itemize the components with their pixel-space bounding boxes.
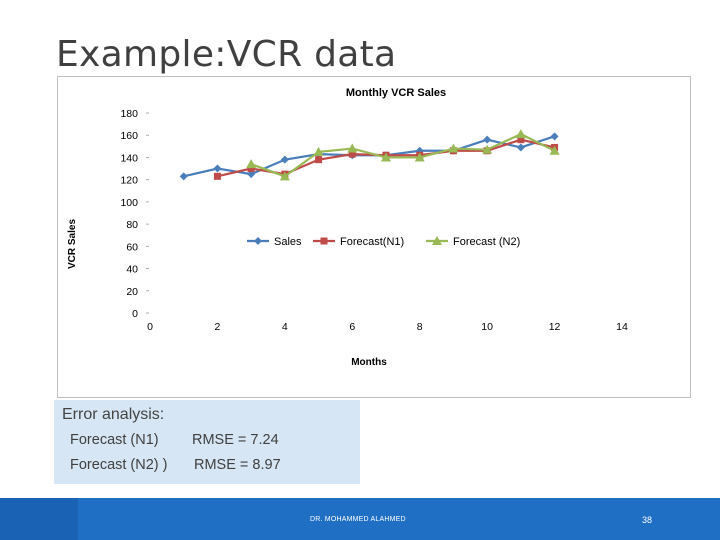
- x-tick-label: 0: [147, 321, 153, 333]
- x-tick-label: 8: [417, 321, 423, 333]
- chart-frame: [57, 76, 691, 398]
- legend: Sales Forecast(N1) Forecast (N2): [247, 236, 520, 248]
- data-point-triangle: [347, 143, 358, 153]
- data-point-diamond: [254, 237, 262, 245]
- data-point-square: [320, 237, 328, 245]
- y-tick-label: 0: [132, 308, 138, 320]
- y-tick-label: 20: [126, 286, 138, 298]
- y-tick-label: 100: [120, 197, 138, 209]
- data-point-triangle: [549, 145, 560, 155]
- y-tick-label: 160: [120, 130, 138, 142]
- data-point-square: [213, 172, 221, 180]
- data-point-triangle: [246, 159, 257, 169]
- series-3: [246, 129, 560, 181]
- data-point-square: [247, 165, 255, 173]
- data-point-diamond: [280, 155, 289, 164]
- data-point-triangle: [414, 152, 425, 162]
- data-point-triangle: [515, 129, 526, 139]
- x-axis-label: Months: [351, 357, 387, 368]
- legend-label: Sales: [274, 236, 302, 248]
- chart-title: Monthly VCR Sales: [346, 87, 446, 99]
- data-point-square: [348, 150, 356, 158]
- x-tick-label: 12: [549, 321, 561, 333]
- x-tick-label: 10: [481, 321, 493, 333]
- axes: 0 20 40 60 80 100 120 140 160 180 0 2 4 6 8 10 12 14: [120, 108, 628, 333]
- line-chart: Monthly VCR Sales VCR Sales Months 02040…: [57, 76, 691, 398]
- page-number: 38: [642, 515, 653, 525]
- data-point-square: [315, 156, 323, 164]
- legend-item: Sales: [247, 236, 302, 248]
- series-line: [250, 132, 556, 178]
- error-analysis-title: Error analysis:: [62, 406, 165, 423]
- data-point-triangle: [279, 171, 290, 181]
- forecast-n1-label: Forecast (N1): [70, 432, 159, 448]
- series-group: [179, 129, 560, 181]
- legend-item: Forecast (N2): [426, 236, 520, 248]
- data-point-diamond: [179, 172, 188, 181]
- data-point-triangle: [313, 146, 324, 156]
- x-tick-label: 14: [616, 321, 628, 333]
- forecast-n2-label: Forecast (N2) ): [70, 457, 168, 473]
- data-point-triangle: [381, 152, 391, 162]
- x-tick-label: 6: [349, 321, 355, 333]
- data-point-triangle: [482, 144, 493, 154]
- slide-title: Example:VCR data: [56, 34, 397, 75]
- data-point-triangle: [432, 236, 442, 245]
- y-tick-label: 120: [120, 175, 138, 187]
- y-tick-label: 180: [120, 108, 138, 120]
- x-tick-label: 2: [215, 321, 221, 333]
- legend-label: Forecast (N2): [453, 236, 520, 248]
- x-tick-label: 4: [282, 321, 288, 333]
- footer-author: DR. MOHAMMED ALAHMED: [310, 516, 406, 523]
- forecast-n2-rmse: RMSE = 8.97: [194, 457, 281, 473]
- data-point-diamond: [247, 170, 256, 179]
- data-point-triangle: [448, 143, 459, 153]
- data-point-diamond: [483, 135, 492, 144]
- legend-label: Forecast(N1): [340, 236, 404, 248]
- error-analysis-box: Error analysis: Forecast (N1) RMSE = 7.2…: [54, 400, 360, 484]
- data-point-diamond: [550, 132, 559, 141]
- data-point-diamond: [213, 164, 222, 173]
- y-tick-label: 140: [120, 152, 138, 164]
- legend-item: Forecast(N1): [313, 236, 404, 248]
- y-tick-label: 40: [126, 264, 138, 276]
- footer-bar: DR. MOHAMMED ALAHMED 38: [0, 498, 720, 540]
- y-tick-label: 60: [126, 241, 138, 253]
- footer-accent: [0, 498, 78, 540]
- data-point-diamond: [516, 143, 525, 152]
- y-axis-label: VCR Sales: [67, 219, 78, 269]
- chart-container: Monthly VCR Sales VCR Sales Months 0 20 40…: [57, 76, 691, 398]
- data-point-square: [517, 136, 525, 144]
- y-tick-label: 80: [126, 219, 138, 231]
- forecast-n1-rmse: RMSE = 7.24: [192, 432, 279, 448]
